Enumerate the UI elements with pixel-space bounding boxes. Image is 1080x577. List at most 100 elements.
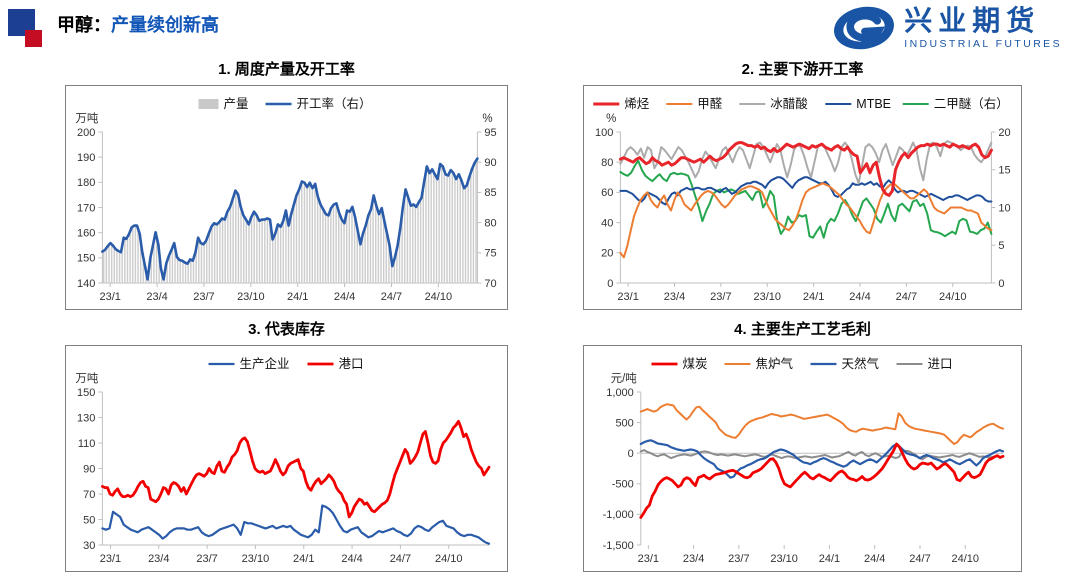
legend-label: 煤炭 <box>683 357 708 371</box>
x-tick-label: 23/1 <box>638 553 659 565</box>
left-tick-label: -1,000 <box>603 509 634 521</box>
left-tick-label: 20 <box>601 248 613 260</box>
legend-label: MTBE <box>856 97 891 111</box>
chart-2-canvas: 0 20 40 60 80 100 0 5 10 15 20 23/1 23/4 23/7 23/10 24/… <box>593 96 1011 303</box>
left-tick-label: 160 <box>77 227 95 239</box>
series-生产企业 <box>101 504 491 545</box>
left-tick-label: 30 <box>83 540 95 552</box>
right-tick-label: 15 <box>998 165 1010 177</box>
legend-item-生产企业: 生产企业 <box>208 356 290 371</box>
series-港口 <box>101 419 491 519</box>
left-tick-label: 50 <box>83 514 95 526</box>
x-tick-label: 23/7 <box>193 291 214 303</box>
x-tick-label: 24/7 <box>896 291 917 303</box>
series-烯烃 <box>618 141 993 197</box>
series-甲醛 <box>619 182 993 259</box>
legend-label: 二甲醚（右） <box>934 96 1009 111</box>
series-开工率（右） <box>101 157 479 281</box>
legend-label: 产量 <box>224 97 249 111</box>
left-tick-label: 0 <box>628 448 634 460</box>
legend-label: 烯烃 <box>624 97 650 111</box>
left-tick-label: 150 <box>77 253 95 265</box>
legend-label: 冰醋酸 <box>770 96 808 111</box>
series-煤炭 <box>639 442 1005 519</box>
legend-item-冰醋酸: 冰醋酸 <box>739 96 808 111</box>
left-tick-label: 130 <box>77 412 95 424</box>
x-tick-label: 23/4 <box>683 553 704 565</box>
company-logo: 兴业期货 INDUSTRIAL FUTURES <box>832 4 1062 52</box>
x-tick-label: 24/4 <box>849 291 870 303</box>
left-tick-label: 1,000 <box>606 387 634 399</box>
left-tick-label: 80 <box>601 157 613 169</box>
x-tick-label: 23/10 <box>242 553 270 565</box>
left-tick-label: 90 <box>83 463 95 475</box>
left-tick-label: 150 <box>77 387 95 399</box>
legend-label: 港口 <box>339 357 364 371</box>
left-tick-label: -1,500 <box>603 540 634 552</box>
x-tick-label: 24/7 <box>390 553 411 565</box>
legend-item-MTBE: MTBE <box>825 97 891 111</box>
left-axis-unit: 万吨 <box>75 372 98 385</box>
left-tick-label: 180 <box>77 177 95 189</box>
left-axis-unit: 元/吨 <box>611 372 638 385</box>
chart-2-title: 2. 主要下游开工率 <box>741 61 864 78</box>
legend-label: 进口 <box>928 357 953 371</box>
x-tick-label: 24/4 <box>334 291 355 303</box>
bars-产量 <box>102 158 477 283</box>
legend-label: 天然气 <box>842 356 880 371</box>
series-焦炉气 <box>639 403 1004 445</box>
left-tick-label: 170 <box>77 202 95 214</box>
chart-4-panel: -1,500 -1,000 -500 0 500 1,000 23/1 23/4 23/7 23/… <box>583 345 1022 572</box>
legend-item-烯烃: 烯烃 <box>593 97 650 111</box>
x-tick-label: 23/1 <box>100 291 121 303</box>
left-axis-unit: 万吨 <box>75 112 98 125</box>
chart-4-title: 4. 主要生产工艺毛利 <box>734 321 871 338</box>
series-二甲醚（右） <box>619 159 993 239</box>
left-tick-label: 500 <box>615 417 633 429</box>
x-tick-label: 23/4 <box>146 291 167 303</box>
right-tick-label: 85 <box>484 187 496 199</box>
legend-item-港口: 港口 <box>307 357 364 371</box>
left-tick-label: 110 <box>78 438 96 450</box>
x-tick-label: 23/1 <box>100 553 121 565</box>
left-tick-label: 70 <box>83 489 95 501</box>
x-tick-label: 24/10 <box>939 291 967 303</box>
x-tick-label: 24/4 <box>864 553 885 565</box>
x-tick-label: 24/10 <box>952 553 980 565</box>
x-tick-label: 23/10 <box>237 291 265 303</box>
right-tick-label: 5 <box>998 240 1004 252</box>
x-tick-label: 24/1 <box>287 291 308 303</box>
right-axis-unit: % <box>482 113 492 125</box>
right-tick-label: 90 <box>484 157 496 169</box>
left-tick-label: 200 <box>77 127 95 139</box>
x-tick-label: 23/4 <box>664 291 685 303</box>
logo-name: 兴业期货 <box>904 5 1041 37</box>
legend-item-产量: 产量 <box>198 97 249 111</box>
left-tick-label: -500 <box>612 479 634 491</box>
x-tick-label: 23/10 <box>770 553 798 565</box>
x-tick-label: 24/7 <box>909 553 930 565</box>
left-tick-label: 140 <box>77 278 95 290</box>
page-title: 甲醇：产量续创新高 <box>57 11 219 37</box>
x-tick-label: 23/1 <box>617 291 638 303</box>
legend-label: 生产企业 <box>240 356 290 371</box>
x-tick-label: 23/7 <box>196 553 217 565</box>
series-进口 <box>639 449 1004 461</box>
x-tick-label: 24/7 <box>381 291 402 303</box>
x-tick-label: 24/1 <box>293 553 314 565</box>
chart-1-panel: 140 150 160 170 180 190 200 70 75 80 85 90 95 23/1 23/… <box>65 85 508 310</box>
legend-item-煤炭: 煤炭 <box>651 357 708 371</box>
legend-label: 焦炉气 <box>756 356 794 371</box>
left-tick-label: 190 <box>77 152 95 164</box>
legend-item-甲醛: 甲醛 <box>666 96 723 111</box>
legend-item-二甲醚（右）: 二甲醚（右） <box>902 96 1009 111</box>
right-tick-label: 0 <box>998 278 1004 290</box>
chart-3-canvas: 30 50 70 90 110 130 150 23/1 23/4 23/7 23/10 24/1 24… <box>75 356 491 565</box>
left-tick-label: 40 <box>601 217 613 229</box>
x-tick-label: 23/7 <box>728 553 749 565</box>
series-天然气 <box>639 439 1005 479</box>
x-tick-label: 24/10 <box>435 553 463 565</box>
chart-3-title: 3. 代表库存 <box>248 321 325 338</box>
page-title-headline: 产量续创新高 <box>111 15 219 35</box>
